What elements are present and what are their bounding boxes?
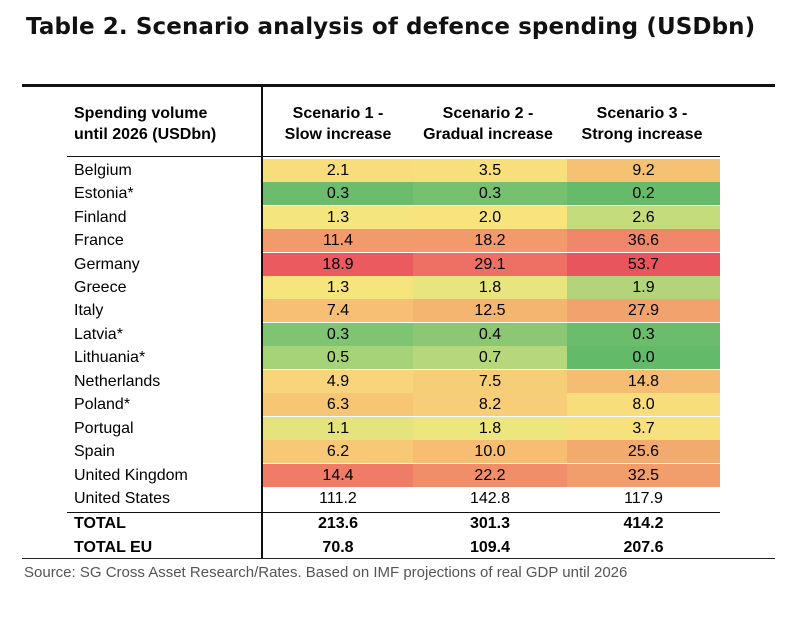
scenario-3-value: 8.0 (567, 393, 720, 416)
table-row: Finland 1.3 2.0 2.6 (67, 206, 720, 229)
scenario-3-value: 36.6 (567, 229, 720, 252)
scenario-2-value: 18.2 (413, 229, 567, 252)
scenario-3-value: 14.8 (567, 370, 720, 393)
scenario-3-value: 9.2 (567, 159, 720, 182)
scenario-2-value: 1.8 (413, 276, 567, 299)
table-row: Latvia* 0.3 0.4 0.3 (67, 323, 720, 346)
country-label: Estonia* (74, 185, 134, 202)
scenario-1-value: 0.5 (263, 346, 413, 369)
header-scenario-2: Scenario 2 - Gradual increase (423, 105, 553, 143)
country-label: United States (74, 490, 171, 507)
scenario-3-value: 0.2 (567, 182, 720, 205)
header-spending-volume: Spending volume until 2026 (USDbn) (74, 105, 217, 143)
table-top-rule (22, 84, 775, 87)
totals-rule (67, 512, 720, 513)
table-row: Italy 7.4 12.5 27.9 (67, 299, 720, 322)
scenario-1-value: 1.3 (263, 206, 413, 229)
table-row: France 11.4 18.2 36.6 (67, 229, 720, 252)
scenario-1-value: 1.3 (263, 276, 413, 299)
table-row: Greece 1.3 1.8 1.9 (67, 276, 720, 299)
country-label: United Kingdom (74, 467, 188, 484)
scenario-2-value: 12.5 (413, 299, 567, 322)
table-row: Spain 6.2 10.0 25.6 (67, 440, 720, 463)
scenario-2-value: 0.4 (413, 323, 567, 346)
country-label: Latvia* (74, 326, 123, 343)
scenario-3-value: 2.6 (567, 206, 720, 229)
country-label: Italy (74, 302, 104, 319)
scenario-2-value: 109.4 (413, 536, 567, 559)
table-row: Estonia* 0.3 0.3 0.2 (67, 182, 720, 205)
scenario-1-value: 6.3 (263, 393, 413, 416)
scenario-3-value: 1.9 (567, 276, 720, 299)
table-row: Germany 18.9 29.1 53.7 (67, 253, 720, 276)
scenario-1-value: 111.2 (263, 487, 413, 510)
scenario-3-value: 25.6 (567, 440, 720, 463)
scenario-1-value: 2.1 (263, 159, 413, 182)
scenario-2-value: 0.7 (413, 346, 567, 369)
scenario-1-value: 4.9 (263, 370, 413, 393)
table-row: Belgium 2.1 3.5 9.2 (67, 159, 720, 182)
header-scenario-3: Scenario 3 - Strong increase (581, 105, 703, 143)
scenario-3-value: 32.5 (567, 464, 720, 487)
country-label: Greece (74, 279, 127, 296)
header-rule (67, 156, 720, 157)
table-row: Netherlands 4.9 7.5 14.8 (67, 370, 720, 393)
scenario-1-value: 6.2 (263, 440, 413, 463)
scenario-2-value: 29.1 (413, 253, 567, 276)
country-label: France (74, 232, 124, 249)
scenario-1-value: 0.3 (263, 182, 413, 205)
scenario-3-value: 207.6 (567, 536, 720, 559)
scenario-1-value: 7.4 (263, 299, 413, 322)
scenario-2-value: 7.5 (413, 370, 567, 393)
scenario-3-value: 0.3 (567, 323, 720, 346)
country-label: Spain (74, 443, 115, 460)
scenario-3-value: 414.2 (567, 512, 720, 535)
country-label: Poland* (74, 396, 131, 413)
scenario-1-value: 11.4 (263, 229, 413, 252)
scenario-2-value: 2.0 (413, 206, 567, 229)
country-label: Germany (74, 256, 140, 273)
scenario-3-value: 53.7 (567, 253, 720, 276)
scenario-3-value: 27.9 (567, 299, 720, 322)
scenario-1-value: 70.8 (263, 536, 413, 559)
page-title: Table 2. Scenario analysis of defence sp… (26, 14, 756, 40)
country-label: Finland (74, 209, 127, 226)
scenario-1-value: 213.6 (263, 512, 413, 535)
table-bottom-rule (22, 558, 775, 559)
table-row: United States 111.2 142.8 117.9 (67, 487, 720, 510)
total-row: TOTAL EU 70.8 109.4 207.6 (67, 536, 720, 559)
country-label: Portugal (74, 420, 134, 437)
scenario-2-value: 22.2 (413, 464, 567, 487)
scenario-2-value: 3.5 (413, 159, 567, 182)
country-label: Belgium (74, 162, 132, 179)
scenario-2-value: 8.2 (413, 393, 567, 416)
scenario-2-value: 0.3 (413, 182, 567, 205)
table-row: Lithuania* 0.5 0.7 0.0 (67, 346, 720, 369)
column-divider (261, 87, 263, 558)
country-label: TOTAL (74, 515, 126, 532)
table-row: Poland* 6.3 8.2 8.0 (67, 393, 720, 416)
scenario-2-value: 10.0 (413, 440, 567, 463)
scenario-1-value: 14.4 (263, 464, 413, 487)
header-scenario-1: Scenario 1 - Slow increase (284, 105, 392, 143)
scenario-3-value: 3.7 (567, 417, 720, 440)
scenario-3-value: 117.9 (567, 487, 720, 510)
scenario-1-value: 0.3 (263, 323, 413, 346)
source-note: Source: SG Cross Asset Research/Rates. B… (24, 564, 628, 581)
country-label: Netherlands (74, 373, 161, 390)
scenario-1-value: 18.9 (263, 253, 413, 276)
scenario-1-value: 1.1 (263, 417, 413, 440)
total-row: TOTAL 213.6 301.3 414.2 (67, 512, 720, 535)
scenario-2-value: 142.8 (413, 487, 567, 510)
scenario-3-value: 0.0 (567, 346, 720, 369)
scenario-2-value: 1.8 (413, 417, 567, 440)
scenario-2-value: 301.3 (413, 512, 567, 535)
country-label: TOTAL EU (74, 539, 153, 556)
table-row: Portugal 1.1 1.8 3.7 (67, 417, 720, 440)
table-row: United Kingdom 14.4 22.2 32.5 (67, 464, 720, 487)
country-label: Lithuania* (74, 349, 146, 366)
